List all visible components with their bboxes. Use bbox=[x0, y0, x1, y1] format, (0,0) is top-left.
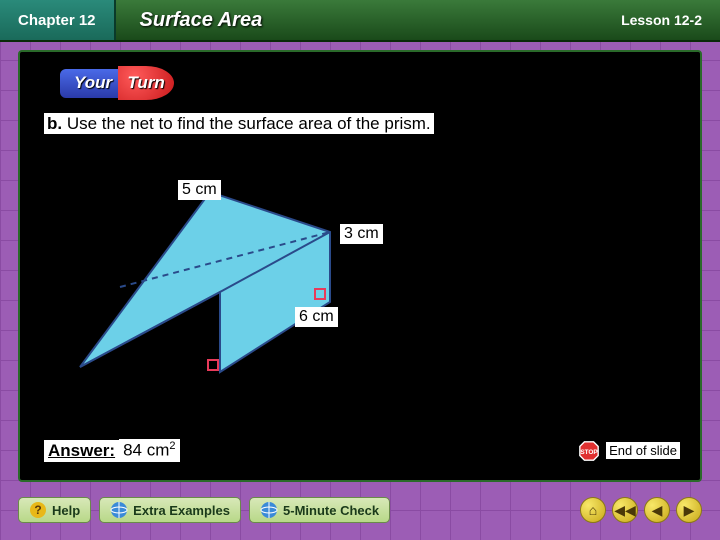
five-minute-check-icon bbox=[260, 501, 278, 519]
dimension-label: 5 cm bbox=[178, 180, 221, 200]
page-title: Surface Area bbox=[140, 9, 263, 32]
dimension-label: 3 cm bbox=[340, 224, 383, 244]
footer-toolbar: ?HelpExtra Examples5-Minute Check ⌂◀◀◀▶ bbox=[18, 490, 702, 530]
extra-examples-button[interactable]: Extra Examples bbox=[99, 497, 241, 523]
nav-group: ⌂◀◀◀▶ bbox=[580, 497, 702, 523]
svg-text:?: ? bbox=[34, 503, 41, 517]
help-button[interactable]: ? Help bbox=[18, 497, 91, 523]
slide-area: Your Turn b. Use the net to find the sur… bbox=[18, 50, 702, 482]
answer-row: Answer: 84 cm2 STOP End of slide bbox=[44, 439, 680, 462]
your-turn-badge: Your Turn bbox=[60, 66, 174, 100]
nav-home-button[interactable]: ⌂ bbox=[580, 497, 606, 523]
chapter-tab: Chapter 12 bbox=[0, 0, 116, 40]
five-minute-check-button[interactable]: 5-Minute Check bbox=[249, 497, 390, 523]
dimension-label: 6 cm bbox=[295, 307, 338, 327]
answer-value: 84 cm2 bbox=[119, 439, 179, 462]
svg-text:STOP: STOP bbox=[580, 448, 598, 455]
your-turn-word1: Your bbox=[60, 69, 122, 98]
prism-figure: 5 cm 3 cm 6 cm bbox=[60, 172, 440, 382]
question-prefix: b. bbox=[47, 114, 62, 133]
stop-icon: STOP bbox=[578, 440, 600, 462]
end-of-slide: STOP End of slide bbox=[578, 440, 680, 462]
header-bar: Chapter 12 Surface Area Lesson 12-2 bbox=[0, 0, 720, 42]
five-minute-check-label: 5-Minute Check bbox=[283, 503, 379, 518]
question-body: Use the net to find the surface area of … bbox=[62, 114, 431, 133]
question-text: b. Use the net to find the surface area … bbox=[44, 114, 680, 134]
prism-svg bbox=[60, 172, 440, 382]
nav-prev-button[interactable]: ◀◀ bbox=[612, 497, 638, 523]
help-label: Help bbox=[52, 503, 80, 518]
nav-next-button[interactable]: ▶ bbox=[676, 497, 702, 523]
extra-examples-label: Extra Examples bbox=[133, 503, 230, 518]
help-icon: ? bbox=[29, 501, 47, 519]
lesson-label: Lesson 12-2 bbox=[621, 12, 702, 28]
answer-label: Answer: bbox=[44, 440, 119, 462]
nav-back-button[interactable]: ◀ bbox=[644, 497, 670, 523]
end-of-slide-text: End of slide bbox=[606, 442, 680, 459]
extra-examples-icon bbox=[110, 501, 128, 519]
your-turn-word2: Turn bbox=[118, 66, 174, 100]
